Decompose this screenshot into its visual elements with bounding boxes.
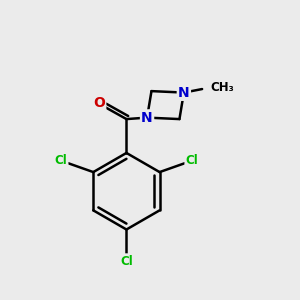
Text: Cl: Cl [186,154,198,167]
Text: CH₃: CH₃ [210,81,234,94]
Text: Cl: Cl [55,154,67,167]
Text: N: N [141,111,153,124]
Text: O: O [93,96,105,110]
Text: N: N [178,85,190,100]
Text: Cl: Cl [120,254,133,268]
